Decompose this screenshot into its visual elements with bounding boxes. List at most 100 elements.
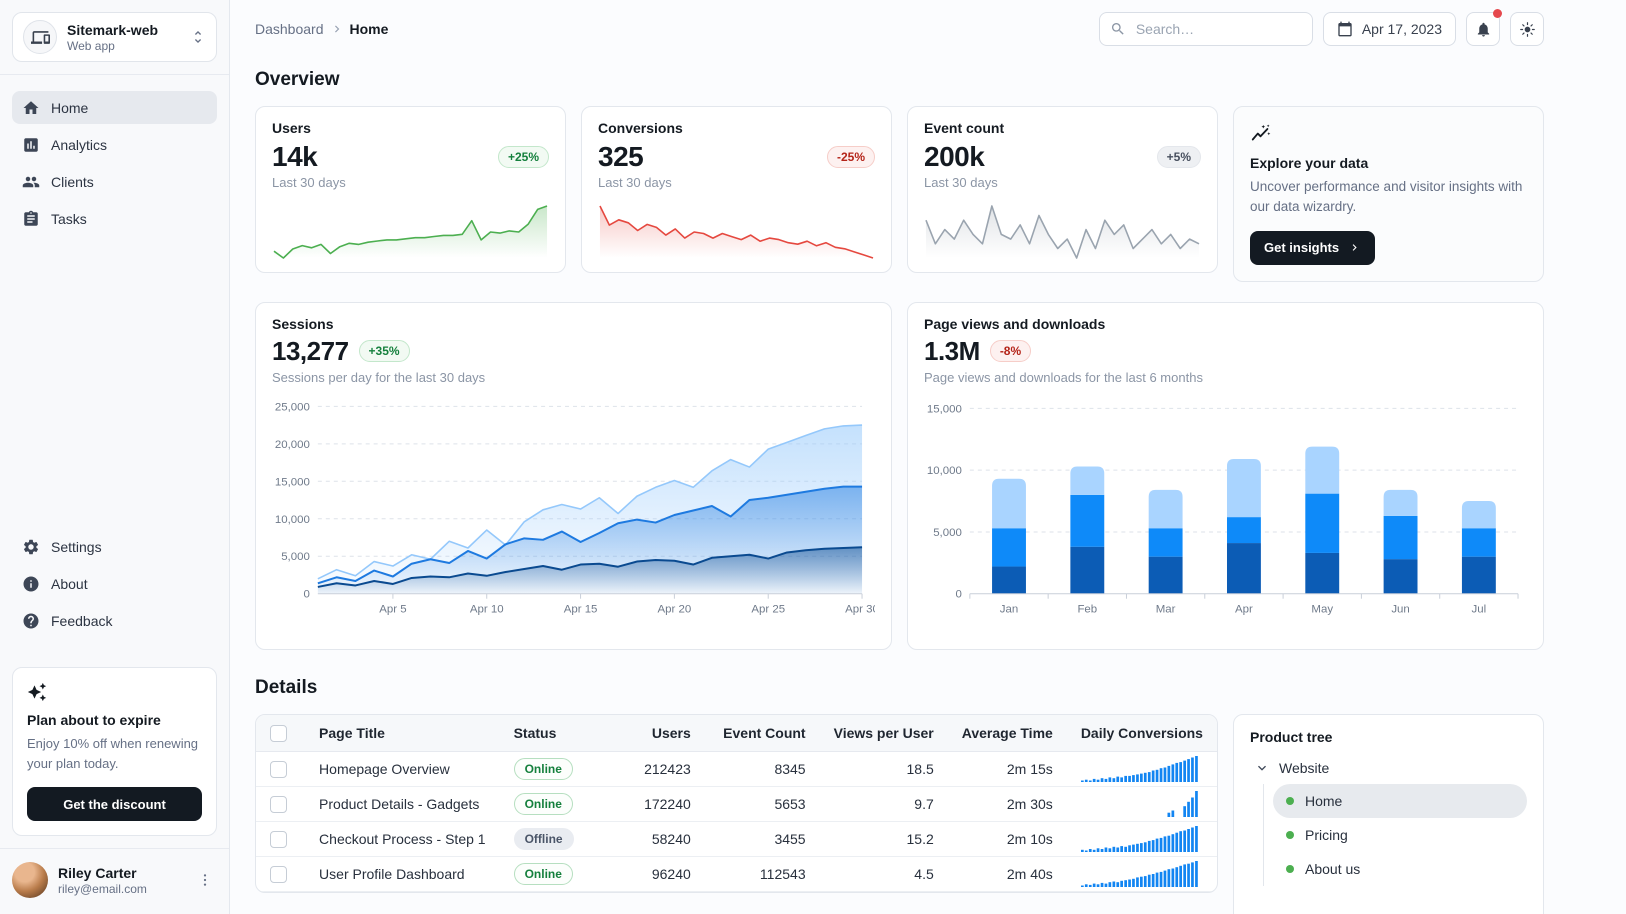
- product-tree-card: Product tree Website Home Pricing About …: [1233, 713, 1544, 914]
- status-cell: Online: [499, 856, 610, 892]
- tree-item-label: Home: [1305, 792, 1343, 809]
- column-header-page-title[interactable]: Page Title: [305, 714, 500, 752]
- get-discount-button[interactable]: Get the discount: [27, 787, 202, 821]
- people-icon: [22, 176, 40, 187]
- sessions-area-chart: 0 5,000 10,000 15,000 20,000 25,000 Apr 5 Apr 1…: [272, 389, 879, 639]
- users-cell: 96240: [609, 856, 705, 892]
- svg-text:5,000: 5,000: [281, 551, 310, 563]
- sessions-card: Sessions 13,277 +35% Sessions per day fo…: [255, 301, 892, 650]
- svg-text:10,000: 10,000: [275, 513, 310, 525]
- sidebar-item-settings[interactable]: Settings: [12, 530, 217, 563]
- sidebar-item-clients[interactable]: Clients: [12, 165, 217, 198]
- sidebar-item-home[interactable]: Home: [12, 91, 217, 124]
- column-header-status[interactable]: Status: [499, 714, 610, 752]
- tree-item-pricing[interactable]: Pricing: [1273, 818, 1527, 852]
- trend-badge: -25%: [826, 146, 875, 168]
- details-row: Page Title Status Users Event Count Views pe…: [255, 713, 1544, 914]
- details-title: Details: [255, 676, 318, 698]
- average-time-cell: 2m 10s: [947, 821, 1067, 857]
- sidebar: Sitemark-web Web app Home Analytics Client…: [0, 0, 230, 914]
- analytics-icon: [24, 137, 38, 152]
- svg-text:Apr 25: Apr 25: [751, 603, 785, 615]
- sidebar-nav: Home Analytics Clients Tasks: [0, 75, 229, 243]
- status-dot-icon: [1286, 796, 1294, 805]
- svg-text:10,000: 10,000: [927, 465, 962, 477]
- page-title-cell: User Profile Dashboard: [305, 856, 500, 892]
- date-picker-button[interactable]: Apr 17, 2023: [1322, 12, 1456, 46]
- sidebar-item-analytics[interactable]: Analytics: [12, 128, 217, 161]
- stat-caption: Last 30 days: [598, 175, 672, 190]
- svg-text:Apr 30: Apr 30: [845, 603, 875, 615]
- stat-caption: Last 30 days: [272, 175, 346, 190]
- date-label: Apr 17, 2023: [1361, 21, 1442, 37]
- devices-icon: [23, 20, 57, 54]
- table-row: User Profile Dashboard Online 96240 112543 4…: [256, 856, 1217, 892]
- plan-expiry-card: Plan about to expire Enjoy 10% off when …: [12, 667, 217, 836]
- sidebar-item-label: Analytics: [51, 136, 108, 153]
- column-header-average-time[interactable]: Average Time: [947, 714, 1067, 752]
- user-menu-button[interactable]: [193, 868, 217, 892]
- charts-row: Sessions 13,277 +35% Sessions per day fo…: [255, 301, 1544, 650]
- row-checkbox[interactable]: [270, 760, 287, 778]
- product-tree-title: Product tree: [1250, 728, 1333, 745]
- sidebar-item-about[interactable]: About: [12, 567, 217, 600]
- workspace-selector[interactable]: Sitemark-web Web app: [12, 12, 217, 62]
- column-header-event-count[interactable]: Event Count: [704, 714, 820, 752]
- search-input[interactable]: [1133, 20, 1302, 38]
- column-header-users[interactable]: Users: [609, 714, 705, 752]
- trend-badge: +25%: [497, 146, 549, 168]
- row-checkbox[interactable]: [270, 865, 287, 883]
- svg-text:15,000: 15,000: [275, 476, 310, 488]
- stat-value: 14k: [272, 141, 318, 172]
- plan-body: Enjoy 10% off when renewing your plan to…: [27, 736, 199, 771]
- sidebar-item-label: Home: [51, 99, 89, 116]
- sidebar-divider-top: [0, 74, 229, 75]
- tree-item-home[interactable]: Home: [1273, 783, 1527, 818]
- breadcrumb-home: Home: [349, 21, 389, 37]
- event-count-cell: 3455: [704, 821, 820, 857]
- column-header-daily-conversions[interactable]: Daily Conversions: [1066, 714, 1217, 752]
- user-info: Riley Carter riley@email.com: [58, 865, 147, 896]
- get-insights-label: Get insights: [1264, 240, 1340, 255]
- user-email: riley@email.com: [58, 881, 147, 896]
- gear-icon: [23, 539, 39, 554]
- svg-text:Mar: Mar: [1156, 603, 1176, 615]
- sidebar-item-feedback[interactable]: Feedback: [12, 604, 217, 637]
- workspace-type: Web app: [67, 38, 115, 53]
- sidebar-item-tasks[interactable]: Tasks: [12, 202, 217, 235]
- theme-toggle-button[interactable]: [1510, 12, 1544, 46]
- sessions-subtitle: Sessions per day for the last 30 days: [272, 369, 486, 385]
- tree-item-about-us[interactable]: About us: [1273, 852, 1527, 886]
- sidebar-item-label: Feedback: [51, 612, 113, 629]
- stat-card-conversions: Conversions 325 -25% Last 30 days: [581, 106, 892, 273]
- event-count-sparkline: [924, 204, 1201, 260]
- plan-title: Plan about to expire: [27, 712, 161, 728]
- svg-text:Feb: Feb: [1077, 603, 1097, 615]
- breadcrumb-dashboard[interactable]: Dashboard: [255, 21, 324, 37]
- page-title: Overview: [255, 69, 340, 90]
- svg-text:May: May: [1311, 603, 1333, 615]
- status-badge: Online: [513, 793, 573, 815]
- select-all-checkbox[interactable]: [270, 724, 287, 742]
- average-time-cell: 2m 40s: [947, 856, 1067, 892]
- column-header-views-per-user[interactable]: Views per User: [819, 714, 948, 752]
- info-icon: [23, 576, 39, 591]
- table-row: Product Details - Gadgets Online 172240 565…: [256, 786, 1217, 822]
- explore-title: Explore your data: [1250, 155, 1369, 171]
- main-content: Dashboard Home Apr 17, 2023: [230, 0, 1626, 914]
- workspace-text: Sitemark-web Web app: [67, 22, 158, 53]
- unfold-more-icon: [190, 29, 206, 45]
- tree-node-website[interactable]: Website: [1250, 752, 1527, 784]
- event-count-cell: 112543: [704, 856, 820, 892]
- views-per-user-cell: 9.7: [819, 786, 948, 822]
- svg-text:0: 0: [303, 588, 309, 600]
- svg-text:0: 0: [955, 588, 961, 600]
- row-checkbox[interactable]: [270, 830, 287, 848]
- status-dot-icon: [1286, 864, 1294, 873]
- get-insights-button[interactable]: Get insights: [1250, 230, 1376, 265]
- status-cell: Online: [499, 786, 610, 822]
- pageviews-title: Page views and downloads: [924, 315, 1106, 332]
- average-time-cell: 2m 15s: [947, 751, 1067, 787]
- row-checkbox[interactable]: [270, 795, 287, 813]
- notifications-button[interactable]: [1466, 9, 1502, 46]
